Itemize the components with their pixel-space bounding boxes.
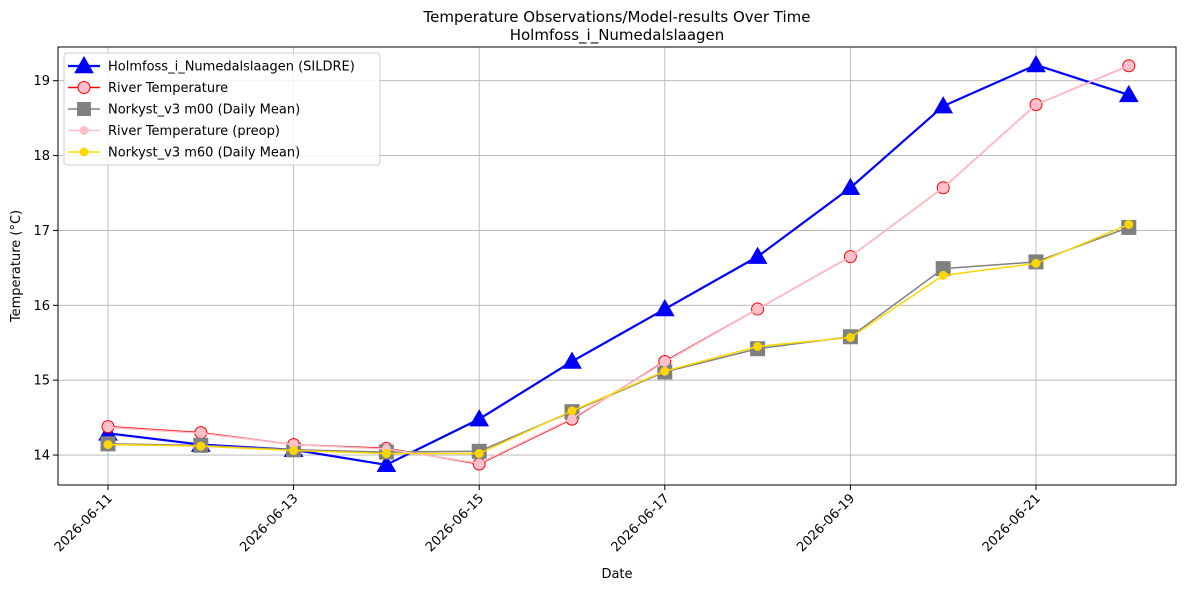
data-point — [474, 449, 484, 459]
y-tick-label: 16 — [33, 299, 50, 314]
x-axis-label: Date — [601, 567, 632, 582]
data-point — [196, 441, 206, 451]
series-line — [107, 223, 1130, 455]
data-point — [753, 341, 763, 351]
chart-title: Temperature Observations/Model-results O… — [422, 8, 810, 26]
series-5 — [103, 219, 1134, 459]
legend-swatch-marker — [77, 102, 91, 116]
legend-label: Holmfoss_i_Numedalslaagen (SILDRE) — [108, 60, 355, 75]
chart-subtitle: Holmfoss_i_Numedalslaagen — [510, 26, 725, 45]
data-point — [938, 270, 948, 280]
y-axis-label: Temperature (°C) — [9, 210, 24, 323]
data-point — [933, 96, 954, 114]
y-tick-label: 19 — [33, 74, 50, 89]
legend-swatch-marker — [77, 81, 91, 94]
legend: Holmfoss_i_Numedalslaagen (SILDRE) River … — [63, 52, 381, 166]
data-point — [103, 440, 113, 450]
legend-entry: River Temperature — [68, 81, 228, 96]
data-point — [381, 449, 391, 459]
data-point — [103, 422, 113, 432]
data-point — [376, 454, 397, 473]
legend-swatch-marker — [79, 126, 89, 135]
data-point — [567, 413, 577, 423]
data-point — [289, 446, 299, 456]
legend-label: Norkyst_v3 m00 (Daily Mean) — [108, 103, 300, 118]
data-point — [938, 183, 948, 193]
series-1 — [98, 54, 1139, 473]
y-tick-label: 18 — [33, 149, 50, 164]
y-ticks: 14 15 16 17 18 19 — [33, 74, 58, 464]
series-layer — [98, 54, 1139, 473]
y-tick-label: 17 — [33, 224, 50, 239]
data-point — [1124, 61, 1134, 71]
legend-swatch-marker — [79, 147, 89, 157]
legend-entry: Norkyst_v3 m60 (Daily Mean) — [68, 146, 300, 161]
legend-entry: Holmfoss_i_Numedalslaagen (SILDRE) — [68, 55, 355, 75]
data-point — [1031, 100, 1041, 110]
legend-entry: Norkyst_v3 m00 (Daily Mean) — [68, 102, 300, 118]
data-point — [469, 409, 490, 427]
data-point — [753, 304, 763, 314]
data-point — [1031, 258, 1041, 268]
data-point — [562, 351, 582, 369]
y-tick-label: 14 — [33, 449, 50, 464]
legend-swatch-marker — [74, 55, 94, 74]
data-point — [654, 299, 675, 317]
y-tick-label: 15 — [33, 374, 50, 389]
data-point — [474, 458, 484, 468]
data-point — [196, 428, 206, 438]
data-point — [1026, 54, 1046, 73]
data-point — [747, 246, 768, 264]
legend-entry: River Temperature (preop) — [68, 124, 280, 139]
legend-label: Norkyst_v3 m60 (Daily Mean) — [108, 146, 300, 161]
legend-box — [63, 52, 381, 166]
plot-frame — [57, 46, 1177, 486]
data-point — [840, 177, 861, 196]
data-point — [1118, 84, 1139, 103]
data-point — [1124, 219, 1134, 229]
data-point — [845, 252, 855, 262]
data-point — [660, 357, 670, 367]
legend-label: River Temperature (preop) — [108, 124, 280, 139]
legend-label: River Temperature — [108, 81, 228, 96]
data-point — [567, 406, 577, 416]
data-point — [660, 366, 670, 376]
data-point — [845, 333, 855, 343]
